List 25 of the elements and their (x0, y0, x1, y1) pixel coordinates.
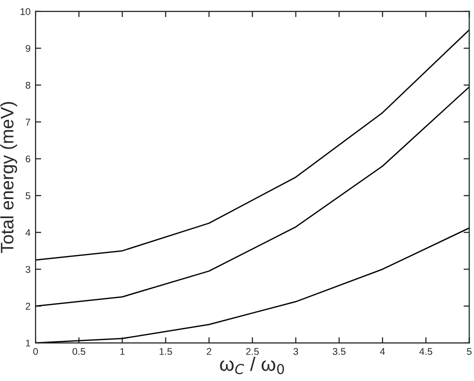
x-tick-label: 0 (33, 348, 38, 355)
x-tick-label: 1 (120, 348, 125, 355)
y-tick-label: 10 (20, 8, 30, 16)
y-tick-label: 8 (26, 82, 30, 89)
x-tick-label: 1.5 (160, 348, 172, 355)
x-tick-label: 4 (380, 348, 385, 355)
y-tick-label: 7 (26, 118, 30, 126)
x-tick-label: 3.5 (332, 348, 346, 355)
x-tick-label: 3 (293, 348, 298, 355)
x-axis-title: ω$_{C}$ / ω$_{0}$ (220, 356, 284, 374)
line-series (36, 29, 470, 261)
x-tick-label: 4.5 (419, 348, 432, 355)
y-tick-label: 9 (26, 44, 30, 52)
x-tick-label: 2 (206, 348, 212, 355)
x-tick-label: 5 (466, 348, 472, 355)
x-tick-label: 2.5 (246, 348, 259, 355)
y-axis-title: Total energy (meV) (0, 102, 18, 254)
y-tick-label: 5 (26, 192, 30, 200)
y-tick-label: 1 (26, 340, 30, 346)
y-tick-label: 6 (26, 155, 30, 162)
y-tick-label: 4 (26, 229, 30, 236)
line-series (36, 86, 470, 307)
x-tick-label: 0.5 (72, 348, 86, 355)
y-tick-label: 2 (26, 302, 30, 310)
y-tick-label: 3 (26, 266, 30, 273)
